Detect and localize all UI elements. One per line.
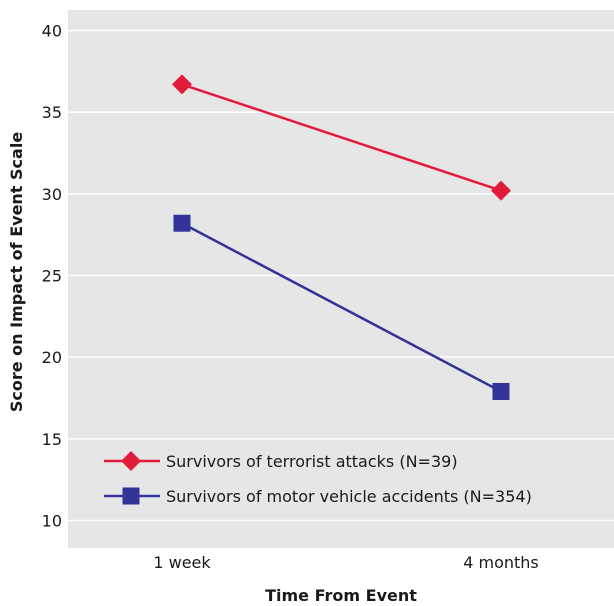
series-1 <box>172 74 511 201</box>
y-tick-labels: 10 15 20 25 30 35 40 <box>42 22 62 531</box>
legend-item: Survivors of terrorist attacks (N=39) <box>104 451 458 471</box>
data-point <box>173 214 191 232</box>
x-tick-labels: 1 week 4 months <box>153 553 538 572</box>
legend: Survivors of terrorist attacks (N=39) Sur… <box>104 451 532 506</box>
y-tick-label: 30 <box>42 185 62 204</box>
data-point <box>172 74 192 95</box>
legend-label: Survivors of terrorist attacks (N=39) <box>166 452 458 471</box>
legend-marker <box>122 487 140 505</box>
y-tick-label: 40 <box>42 22 62 41</box>
legend-label: Survivors of motor vehicle accidents (N=… <box>166 487 532 506</box>
data-point <box>491 180 511 201</box>
legend-item: Survivors of motor vehicle accidents (N=… <box>104 487 532 506</box>
series-2 <box>173 214 510 400</box>
series-line <box>181 83 502 192</box>
y-tick-label: 20 <box>42 348 62 367</box>
y-axis-title: Score on Impact of Event Scale <box>7 132 26 412</box>
data-point <box>492 382 510 400</box>
series-layer <box>172 74 511 400</box>
plot-area <box>68 10 614 548</box>
x-tick-label: 1 week <box>153 553 211 572</box>
x-axis-title: Time From Event <box>265 586 417 605</box>
series-line <box>181 222 502 393</box>
y-tick-label: 15 <box>42 430 62 449</box>
y-tick-label: 25 <box>42 267 62 286</box>
x-tick-label: 4 months <box>463 553 539 572</box>
y-tick-label: 10 <box>42 512 62 531</box>
legend-marker <box>121 451 141 471</box>
gridlines <box>68 29 614 522</box>
y-tick-label: 35 <box>42 103 62 122</box>
